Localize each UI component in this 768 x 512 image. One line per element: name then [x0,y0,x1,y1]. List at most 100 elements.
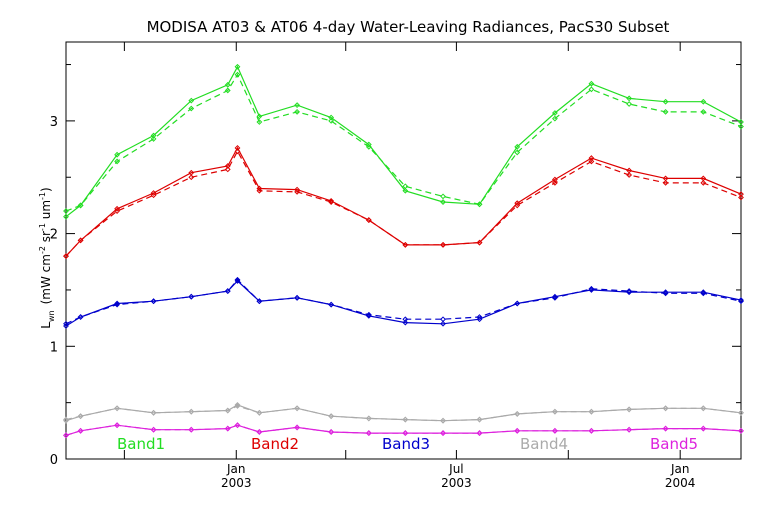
y-label-symbol: L [39,322,53,329]
band1-solid-point [402,187,409,194]
band4-solid-point [77,413,84,420]
band4-solid-point [476,416,483,423]
band1-solid-point [588,80,595,87]
band5-solid-point [188,426,195,433]
band1-solid-point [552,110,558,116]
band4-solid-point [150,409,157,416]
band5-solid-point [440,430,446,436]
band4-solid-point [224,407,231,414]
band1-dashed-point [738,123,744,130]
band3-solid-point [150,298,157,305]
band2-solid-point [365,217,372,223]
band2-dashed-point [150,192,157,199]
band4-solid-point [440,417,446,424]
band2-dashed-line [65,150,742,257]
legend-item-band5: Band5 [650,435,698,453]
band2-solid-point [188,169,195,176]
band5-solid-point [150,426,157,433]
band2-solid-point [328,198,335,204]
band3-solid-point [234,278,241,284]
y-label-exp: -1 [38,192,47,200]
legend: Band1 Band2 Band3 Band4 Band5 [117,435,698,453]
y-tick-label: 0 [50,453,58,468]
band1-dashed-point [63,208,69,214]
band5-solid-point [224,425,231,432]
band1-solid-point [150,132,157,139]
band4-solid-point [700,405,707,412]
y-label-units: ) [39,187,53,192]
band2-solid-point [63,253,69,260]
band2-solid-point [476,239,483,246]
band4-solid-point [552,408,558,415]
band1-solid-point [626,95,633,102]
band5-solid-point [63,432,69,439]
y-tick-label: 2 [50,228,58,243]
band3-solid-point [256,298,263,305]
y-axis-label: Lwn(mW cm-2 sr-1 um-1) [38,187,56,328]
band1-dashed-point [294,108,300,115]
band2-dashed-point [552,179,558,186]
x-tick-label-year: 2003 [441,476,472,490]
x-tick-label-month: Jul [448,462,463,476]
x-tick-label-year: 2003 [221,476,252,490]
band1-dashed-point [700,108,707,115]
band1-solid-line [65,65,742,218]
y-tick-label: 3 [50,115,58,130]
band2-solid-point [552,176,558,183]
band1-dashed-point [402,183,409,190]
band5-solid-point [588,427,595,434]
band1-solid-point [294,102,300,109]
band1-solid-point [328,114,335,121]
band2-solid-point [294,186,300,193]
band1-dashed-point [626,101,633,107]
legend-item-band4: Band4 [520,435,568,453]
y-label-units: um [39,200,53,223]
band3-dashed-point [402,316,409,323]
band1-solid-point [476,201,483,208]
series [63,63,744,439]
band1-solid-point [738,119,744,125]
band3-solid-point [224,288,231,294]
band1-solid-point [365,141,372,148]
band1-solid-point [234,63,241,70]
band3-solid-point [738,297,744,303]
legend-item-band3: Band3 [382,435,430,453]
band2-solid-point [77,237,84,244]
band4-solid-point [63,417,69,424]
band3-dashed-point [626,288,633,294]
band1-dashed-point [150,136,157,142]
band4-solid-point [662,405,669,412]
legend-item-band2: Band2 [251,435,299,453]
band3-dashed-point [365,311,372,318]
band4-solid-point [188,408,195,415]
band3-dashed-line [65,278,742,325]
band1-solid-point [188,97,195,104]
band2-solid-point [626,167,633,174]
band2-dashed-point [256,187,263,194]
y-label-exp: -2 [38,246,47,254]
band5-solid-point [700,425,707,432]
band2-dashed-point [224,166,231,173]
band3-solid-point [63,323,69,329]
band2-dashed-point [626,172,633,178]
band3-solid-point [514,300,521,307]
chart-title: MODISA AT03 & AT06 4-day Water-Leaving R… [147,18,670,36]
band3-dashed-point [440,316,446,323]
plot-frame [65,41,742,460]
band3-solid-point [328,301,335,308]
band5-solid-point [234,422,241,429]
band3-solid-point [402,319,409,326]
band4-solid-point [588,408,595,415]
band2-solid-point [224,163,231,169]
band1-dashed-point [188,105,195,112]
band2-solid-line [65,146,742,257]
band4-solid-point [365,415,372,422]
band1-dashed-point [662,108,669,115]
band4-solid-point [738,409,744,416]
band3-solid-point [476,316,483,323]
y-label-units: (mW cm [39,254,53,304]
band1-solid-point [224,81,231,88]
band5-solid-point [365,430,372,436]
band4-solid-point [402,416,409,423]
